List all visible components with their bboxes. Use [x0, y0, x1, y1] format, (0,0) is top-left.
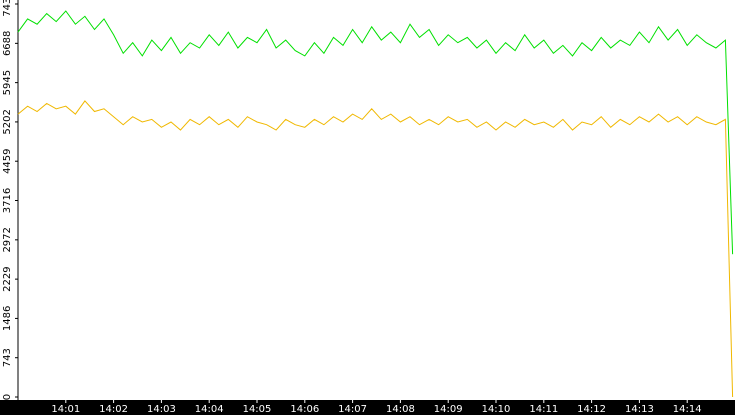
y-tick-label: 5202	[2, 109, 13, 134]
x-axis-band	[0, 400, 735, 415]
y-tick-label: 3716	[2, 188, 13, 213]
x-tick-label: 14:09	[434, 404, 463, 415]
x-tick-label: 14:14	[673, 404, 702, 415]
x-tick-label: 14:08	[386, 404, 415, 415]
y-tick-label: 1486	[2, 306, 13, 331]
y-tick-label: 7432	[2, 0, 13, 17]
line-series	[17, 10, 734, 255]
y-tick-label: 2972	[2, 227, 13, 252]
y-tick-label: 0	[2, 394, 13, 400]
x-tick-label: 14:07	[338, 404, 367, 415]
y-tick-label: 5945	[2, 70, 13, 95]
x-tick-label: 14:05	[243, 404, 272, 415]
y-tick-label: 2229	[2, 266, 13, 291]
x-tick-label: 14:12	[577, 404, 606, 415]
y-tick-label: 743	[2, 348, 13, 367]
x-tick-label: 14:02	[99, 404, 128, 415]
y-tick-label: 4459	[2, 148, 13, 173]
x-tick-label: 14:10	[482, 404, 511, 415]
y-tick-label: 6688	[2, 31, 13, 56]
x-tick-label: 14:04	[195, 404, 224, 415]
x-tick-label: 14:11	[529, 404, 558, 415]
x-tick-label: 14:06	[290, 404, 319, 415]
x-tick-label: 14:03	[147, 404, 176, 415]
line-series	[17, 100, 734, 398]
x-tick-label: 14:01	[51, 404, 80, 415]
x-tick-label: 14:13	[625, 404, 654, 415]
